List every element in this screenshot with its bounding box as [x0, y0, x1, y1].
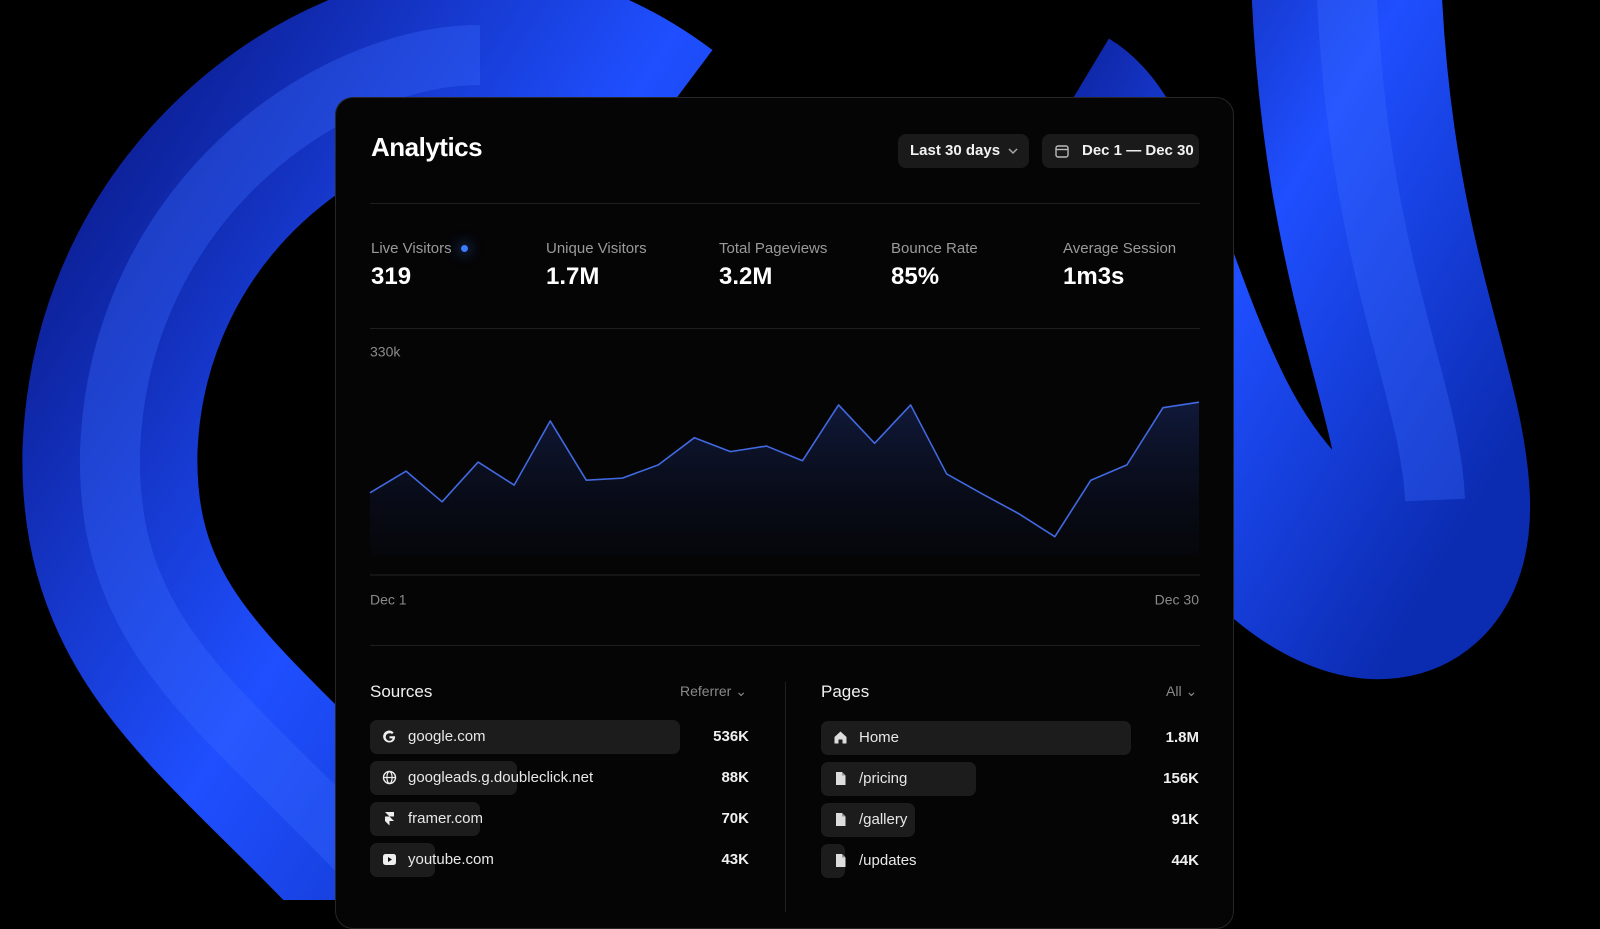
- page: Analytics Last 30 days Dec 1 — Dec 30 Li…: [22, 0, 1531, 929]
- row-value: 44K: [1171, 852, 1199, 869]
- row-bar: [821, 721, 1131, 755]
- range-select[interactable]: Last 30 days: [898, 134, 1029, 168]
- divider: [370, 203, 1200, 204]
- divider: [785, 682, 786, 912]
- stat-value: 1m3s: [1063, 263, 1125, 290]
- row-value: 1.8M: [1165, 729, 1199, 746]
- row-icon: [382, 770, 397, 785]
- divider: [370, 645, 1200, 646]
- chart: 330k Dec 1 Dec 30: [369, 344, 1200, 608]
- stat-value: 85%: [891, 263, 940, 290]
- row-value: 88K: [721, 769, 749, 786]
- line: [369, 401, 1200, 538]
- date-range: Dec 1 — Dec 30: [1082, 142, 1194, 159]
- row-name: framer.com: [408, 810, 484, 827]
- row-value: 156K: [1163, 770, 1199, 787]
- stat-label: Unique Visitors: [546, 240, 647, 257]
- row-bar: [370, 720, 680, 754]
- live-dot: [461, 245, 468, 252]
- row-value: 70K: [721, 810, 749, 827]
- row-value: 91K: [1171, 811, 1199, 828]
- stat-value: 3.2M: [719, 263, 773, 290]
- date-picker[interactable]: Dec 1 — Dec 30: [1042, 134, 1199, 168]
- row-name: googleads.g.doubleclick.net: [408, 769, 594, 786]
- filter-select[interactable]: All ⌄: [1166, 683, 1198, 699]
- filter-label: Referrer: [680, 683, 732, 699]
- row-icon: [833, 853, 848, 868]
- calendar-icon: [1055, 145, 1069, 158]
- tube-highlight: [1317, 0, 1465, 502]
- row-name: /gallery: [859, 811, 908, 828]
- stat-label: Total Pageviews: [719, 240, 828, 257]
- tube-highlight: [79, 25, 481, 900]
- row-icon: [382, 729, 397, 744]
- divider: [370, 328, 1200, 329]
- row-name: youtube.com: [408, 851, 494, 868]
- x-tick-label: Dec 30: [1155, 592, 1200, 608]
- y-tick-label: 330k: [370, 344, 401, 360]
- row-value: 536K: [713, 728, 749, 745]
- section-title: Pages: [821, 682, 870, 701]
- chevron-icon: [1008, 148, 1018, 155]
- row-icon: [382, 811, 397, 826]
- row-bar: [370, 843, 435, 877]
- page-title: Analytics: [371, 132, 483, 162]
- row-name: /updates: [859, 852, 917, 869]
- stat-value: 1.7M: [546, 263, 600, 290]
- x-tick-label: Dec 1: [370, 592, 407, 608]
- filter-label: All: [1166, 683, 1182, 699]
- filter-select[interactable]: Referrer ⌄: [680, 683, 747, 699]
- area: [370, 402, 1199, 555]
- row-bar: [821, 762, 976, 796]
- row-icon: [833, 771, 848, 786]
- stat-label: Bounce Rate: [891, 240, 978, 257]
- row-value: 43K: [721, 851, 749, 868]
- range-label: Last 30 days: [910, 142, 1001, 159]
- row-name: Home: [859, 729, 900, 746]
- tube: [22, 0, 713, 900]
- stat-label: Average Session: [1063, 240, 1177, 257]
- row-name: /pricing: [859, 770, 908, 787]
- stat-label: Live Visitors: [371, 240, 452, 257]
- section-title: Sources: [370, 682, 433, 701]
- row-icon: [382, 852, 397, 867]
- row-name: google.com: [408, 728, 486, 745]
- stat-value: 319: [371, 263, 412, 290]
- row-icon: [833, 730, 848, 745]
- row-icon: [833, 812, 848, 827]
